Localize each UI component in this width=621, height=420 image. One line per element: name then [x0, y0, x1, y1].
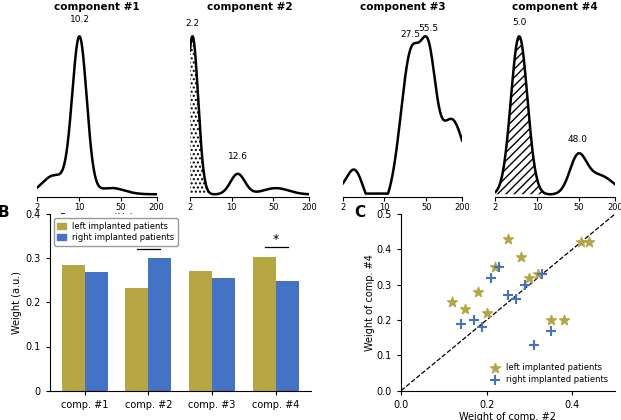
Bar — [84, 273, 107, 391]
left implanted patients — [516, 253, 526, 260]
right implanted patients — [520, 281, 530, 288]
X-axis label: Frequency (Hz): Frequency (Hz) — [60, 213, 134, 223]
Bar — [253, 257, 276, 391]
left implanted patients — [558, 317, 568, 323]
Y-axis label: Weight of comp. #4: Weight of comp. #4 — [365, 254, 375, 351]
right implanted patients — [478, 324, 487, 331]
left implanted patients — [473, 289, 483, 295]
Text: C: C — [354, 205, 365, 220]
left implanted patients — [503, 236, 513, 242]
left implanted patients — [533, 271, 543, 278]
Title: component #2: component #2 — [207, 2, 292, 12]
right implanted patients — [537, 271, 547, 278]
Bar — [148, 258, 171, 391]
left implanted patients — [584, 239, 594, 246]
Text: 12.6: 12.6 — [228, 152, 248, 161]
left implanted patients — [460, 306, 470, 313]
Text: *: * — [145, 234, 152, 247]
Title: component #4: component #4 — [512, 2, 598, 12]
Legend: left implanted patients, right implanted patients: left implanted patients, right implanted… — [489, 361, 610, 386]
Text: *: * — [273, 233, 279, 246]
left implanted patients — [482, 310, 492, 316]
right implanted patients — [486, 274, 496, 281]
Bar — [212, 278, 235, 391]
Bar — [125, 288, 148, 391]
right implanted patients — [546, 327, 556, 334]
right implanted patients — [456, 320, 466, 327]
Text: 10.2: 10.2 — [70, 15, 89, 24]
left implanted patients — [576, 239, 586, 246]
Y-axis label: Weight (a.u.): Weight (a.u.) — [12, 271, 22, 334]
Text: 2.2: 2.2 — [186, 19, 199, 29]
left implanted patients — [546, 317, 556, 323]
Bar — [61, 265, 84, 391]
right implanted patients — [528, 341, 538, 348]
Text: 55.5: 55.5 — [419, 24, 439, 33]
X-axis label: Weight of comp. #2: Weight of comp. #2 — [460, 412, 556, 420]
left implanted patients — [490, 264, 500, 270]
Bar — [189, 270, 212, 391]
Text: 27.5: 27.5 — [401, 30, 420, 39]
Legend: left implanted patients, right implanted patients: left implanted patients, right implanted… — [54, 218, 178, 246]
right implanted patients — [469, 317, 479, 323]
left implanted patients — [524, 274, 534, 281]
Title: component #3: component #3 — [360, 2, 445, 12]
Text: B: B — [0, 205, 9, 220]
Text: 48.0: 48.0 — [568, 135, 588, 144]
right implanted patients — [494, 264, 504, 270]
right implanted patients — [512, 296, 522, 302]
Title: component #1: component #1 — [54, 2, 140, 12]
Bar — [276, 281, 299, 391]
right implanted patients — [503, 292, 513, 299]
Text: 5.0: 5.0 — [512, 18, 527, 27]
left implanted patients — [447, 299, 457, 306]
